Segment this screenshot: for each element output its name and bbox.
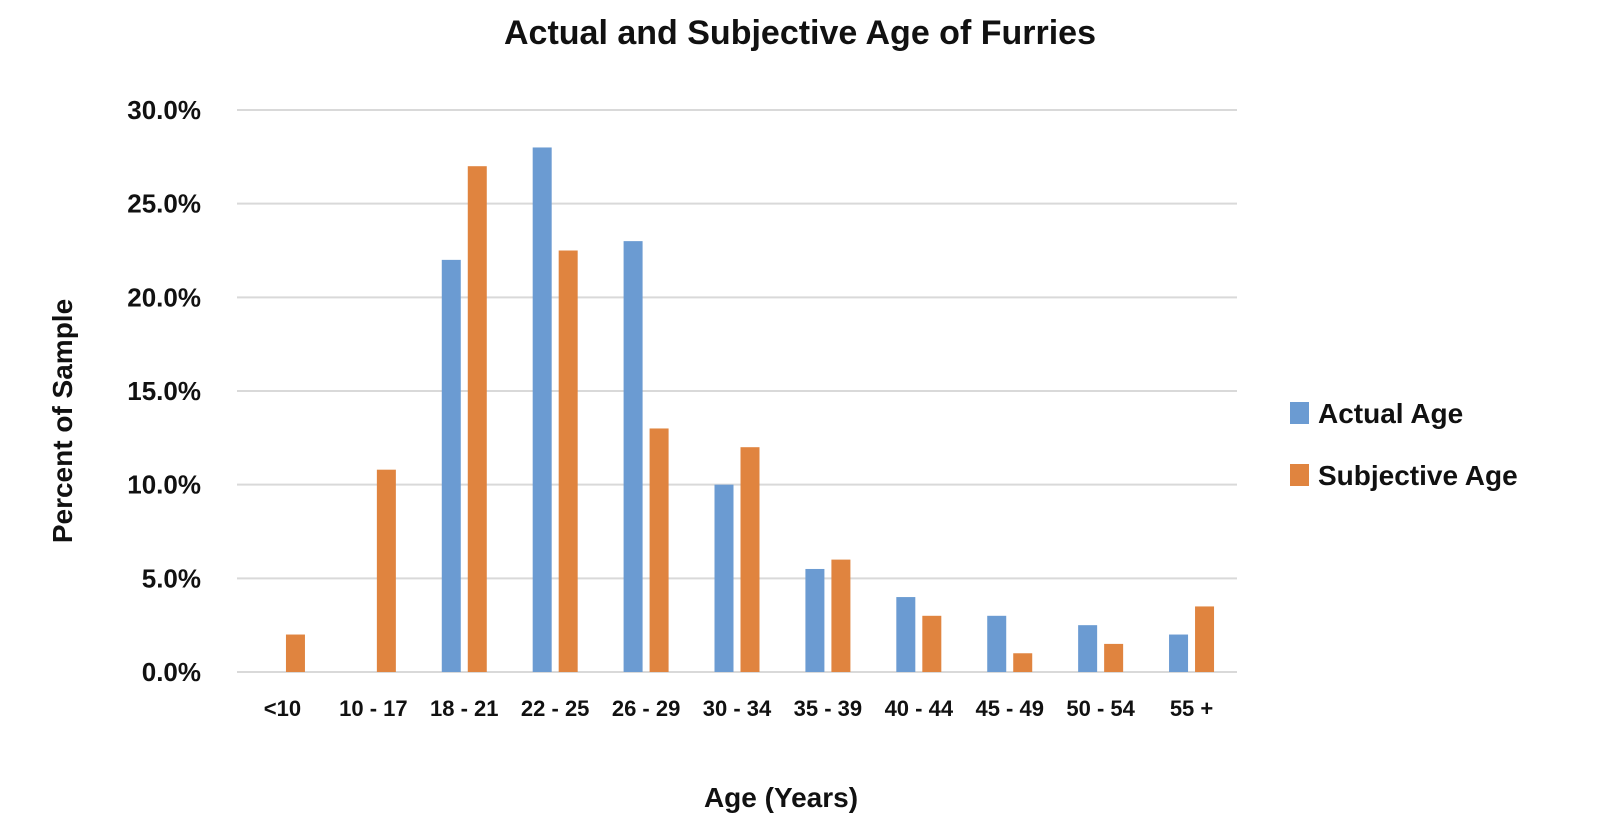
x-tick-label: 30 - 34 <box>703 696 772 721</box>
x-tick-label: 35 - 39 <box>794 696 863 721</box>
x-tick-label: 45 - 49 <box>975 696 1044 721</box>
x-tick-label: <10 <box>264 696 301 721</box>
chart-title: Actual and Subjective Age of Furries <box>504 14 1096 52</box>
bar-subjective-age <box>376 469 396 672</box>
x-tick-label: 40 - 44 <box>885 696 954 721</box>
y-tick-label: 15.0% <box>127 376 201 406</box>
x-tick-label: 18 - 21 <box>430 696 499 721</box>
legend-swatch <box>1290 402 1309 424</box>
y-tick-labels: 0.0% 5.0% 10.0% 15.0% 20.0% 25.0% 30.0% <box>127 95 201 687</box>
gridlines <box>237 109 1237 673</box>
x-tick-label: 26 - 29 <box>612 696 681 721</box>
bar-subjective-age <box>740 447 760 672</box>
x-tick-label: 10 - 17 <box>339 696 408 721</box>
bar-actual-age <box>896 597 916 672</box>
legend-label: Subjective Age <box>1318 460 1518 491</box>
bar-actual-age <box>441 259 461 672</box>
y-tick-label: 30.0% <box>127 95 201 125</box>
bar-actual-age <box>623 241 643 672</box>
bars <box>285 147 1215 672</box>
x-tick-labels: <10 10 - 17 18 - 21 22 - 25 26 - 29 30 - 34 35… <box>264 696 1213 721</box>
legend-label: Actual Age <box>1318 398 1463 429</box>
bar-subjective-age <box>1195 606 1215 672</box>
legend: Actual Age Subjective Age <box>1290 398 1518 491</box>
bar-actual-age <box>1169 634 1189 672</box>
y-tick-label: 5.0% <box>142 563 201 593</box>
bar-subjective-age <box>558 250 578 672</box>
y-tick-label: 20.0% <box>127 282 201 312</box>
bar-subjective-age <box>467 166 487 672</box>
legend-swatch <box>1290 464 1309 486</box>
bar-actual-age <box>1078 625 1098 672</box>
bar-subjective-age <box>1013 653 1033 672</box>
bar-subjective-age <box>649 428 669 672</box>
y-axis-label: Percent of Sample <box>47 299 78 543</box>
bar-subjective-age <box>831 559 851 672</box>
bar-actual-age <box>805 568 825 672</box>
y-tick-label: 25.0% <box>127 189 201 219</box>
x-axis-label: Age (Years) <box>704 782 858 813</box>
y-tick-label: 0.0% <box>142 657 201 687</box>
bar-actual-age <box>714 484 734 672</box>
x-tick-label: 55 + <box>1170 696 1213 721</box>
bar-actual-age <box>987 615 1007 672</box>
bar-actual-age <box>532 147 552 672</box>
bar-subjective-age <box>922 615 942 672</box>
bar-subjective-age <box>285 634 305 672</box>
y-tick-label: 10.0% <box>127 470 201 500</box>
bar-subjective-age <box>1104 643 1124 672</box>
x-tick-label: 50 - 54 <box>1066 696 1135 721</box>
x-tick-label: 22 - 25 <box>521 696 590 721</box>
